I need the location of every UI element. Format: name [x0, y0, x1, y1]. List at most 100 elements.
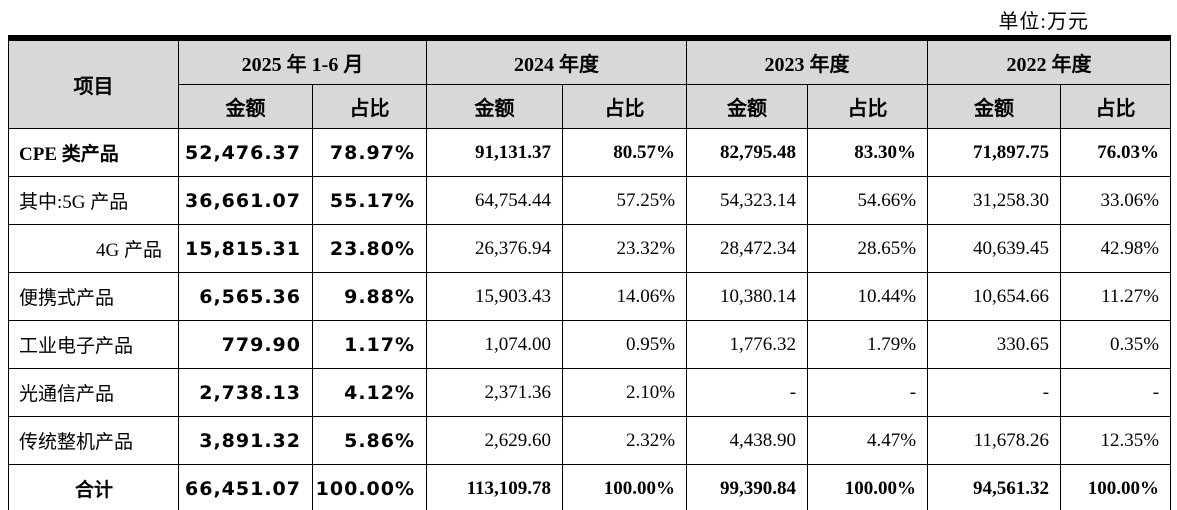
amount-cell: 1,074.00	[426, 320, 564, 369]
amount-cell: -	[927, 368, 1062, 417]
ratio-cell: 23.32%	[562, 224, 688, 273]
amount-cell: 40,639.45	[927, 224, 1062, 273]
amount-cell: 71,897.75	[927, 128, 1062, 177]
table-row: 4G 产品 15,815.31 23.80% 26,376.94 23.32% 28,47…	[8, 224, 1172, 273]
header-row-measures: 金额 占比 金额 占比 金额 占比 金额 占比	[9, 84, 1172, 129]
ratio-cell: 76.03%	[1060, 128, 1172, 177]
ratio-cell: 100.00%	[807, 464, 929, 510]
amount-cell: 15,903.43	[426, 272, 564, 321]
amount-cell: 36,661.07	[178, 176, 313, 225]
header-period-2024: 2024 年度	[426, 37, 688, 85]
amount-cell: 26,376.94	[426, 224, 564, 273]
ratio-cell: 11.27%	[1060, 272, 1172, 321]
amount-cell: 2,629.60	[426, 416, 564, 465]
ratio-cell: 2.32%	[562, 416, 688, 465]
ratio-cell: 10.44%	[807, 272, 929, 321]
header-amount-2024: 金额	[426, 84, 564, 129]
amount-cell: 3,891.32	[178, 416, 313, 465]
header-period-2022: 2022 年度	[927, 37, 1172, 85]
ratio-cell: 1.79%	[807, 320, 929, 369]
header-ratio-2023: 占比	[807, 84, 929, 129]
ratio-cell: -	[1060, 368, 1172, 417]
header-row-periods: 项目 2025 年 1-6 月 2024 年度 2023 年度 2022 年度	[8, 37, 1172, 129]
amount-cell: 28,472.34	[686, 224, 809, 273]
item-cell: 合计	[8, 464, 179, 510]
item-cell: CPE 类产品	[8, 128, 179, 177]
ratio-cell: 12.35%	[1060, 416, 1172, 465]
unit-label: 单位:万元	[998, 11, 1089, 33]
amount-cell: 2,371.36	[426, 368, 564, 417]
amount-cell: 330.65	[927, 320, 1062, 369]
amount-cell: 91,131.37	[426, 128, 564, 177]
header-ratio-2024: 占比	[562, 84, 688, 129]
header-item: 项目	[8, 37, 179, 129]
table-row: 光通信产品 2,738.13 4.12% 2,371.36 2.10% - - - -	[8, 368, 1172, 417]
header-amount-2025: 金额	[178, 84, 313, 129]
amount-cell: 1,776.32	[686, 320, 809, 369]
ratio-cell: 100.00%	[311, 464, 428, 510]
ratio-cell: 1.17%	[311, 320, 428, 369]
item-cell: 工业电子产品	[8, 320, 179, 369]
ratio-cell: 100.00%	[1060, 464, 1172, 510]
ratio-cell: 14.06%	[562, 272, 688, 321]
ratio-cell: 55.17%	[311, 176, 428, 225]
table-row: 传统整机产品 3,891.32 5.86% 2,629.60 2.32% 4,438.90…	[8, 416, 1172, 465]
amount-cell: 64,754.44	[426, 176, 564, 225]
amount-cell: 113,109.78	[426, 464, 564, 510]
amount-cell: 11,678.26	[927, 416, 1062, 465]
amount-cell: 4,438.90	[686, 416, 809, 465]
header-ratio-2022: 占比	[1060, 84, 1172, 129]
header-ratio-2025: 占比	[311, 84, 428, 129]
amount-cell: 10,654.66	[927, 272, 1062, 321]
ratio-cell: 80.57%	[562, 128, 688, 177]
amount-cell: 2,738.13	[178, 368, 313, 417]
ratio-cell: 9.88%	[311, 272, 428, 321]
ratio-cell: 28.65%	[807, 224, 929, 273]
ratio-cell: 42.98%	[1060, 224, 1172, 273]
amount-cell: 54,323.14	[686, 176, 809, 225]
amount-cell: 52,476.37	[178, 128, 313, 177]
amount-cell: 94,561.32	[927, 464, 1062, 510]
header-period-2025: 2025 年 1-6 月	[177, 37, 428, 85]
item-cell: 传统整机产品	[8, 416, 179, 465]
table-row: 工业电子产品 779.90 1.17% 1,074.00 0.95% 1,776.32 1.…	[8, 320, 1172, 369]
ratio-cell: 4.12%	[311, 368, 428, 417]
ratio-cell: 23.80%	[311, 224, 428, 273]
table-body: CPE 类产品 52,476.37 78.97% 91,131.37 80.57% 82,…	[8, 128, 1172, 510]
amount-cell: 15,815.31	[178, 224, 313, 273]
item-cell: 便携式产品	[8, 272, 179, 321]
amount-cell: 6,565.36	[178, 272, 313, 321]
item-cell: 光通信产品	[8, 368, 179, 417]
ratio-cell: 5.86%	[311, 416, 428, 465]
amount-cell: 10,380.14	[686, 272, 809, 321]
item-cell: 其中:5G 产品	[8, 176, 179, 225]
amount-cell: 99,390.84	[686, 464, 809, 510]
table-row: CPE 类产品 52,476.37 78.97% 91,131.37 80.57% 82,…	[8, 128, 1172, 177]
table-row: 其中:5G 产品 36,661.07 55.17% 64,754.44 57.25% 54…	[8, 176, 1172, 225]
ratio-cell: 0.95%	[562, 320, 688, 369]
ratio-cell: 100.00%	[562, 464, 688, 510]
amount-cell: 66,451.07	[178, 464, 313, 510]
ratio-cell: -	[807, 368, 929, 417]
ratio-cell: 57.25%	[562, 176, 688, 225]
ratio-cell: 33.06%	[1060, 176, 1172, 225]
ratio-cell: 2.10%	[562, 368, 688, 417]
revenue-by-product-table: 项目 2025 年 1-6 月 2024 年度 2023 年度 2022 年度 …	[8, 35, 1172, 510]
total-row: 合计 66,451.07 100.00% 113,109.78 100.00% 99,39…	[8, 464, 1172, 510]
header-amount-2023: 金额	[686, 84, 809, 129]
header-period-2023: 2023 年度	[686, 37, 929, 85]
item-cell: 4G 产品	[8, 224, 179, 273]
amount-cell: -	[686, 368, 809, 417]
ratio-cell: 4.47%	[807, 416, 929, 465]
ratio-cell: 83.30%	[807, 128, 929, 177]
table-header: 项目 2025 年 1-6 月 2024 年度 2023 年度 2022 年度 …	[8, 37, 1172, 129]
amount-cell: 31,258.30	[927, 176, 1062, 225]
header-amount-2022: 金额	[927, 84, 1062, 129]
ratio-cell: 0.35%	[1060, 320, 1172, 369]
amount-cell: 82,795.48	[686, 128, 809, 177]
amount-cell: 779.90	[178, 320, 313, 369]
ratio-cell: 78.97%	[311, 128, 428, 177]
table-row: 便携式产品 6,565.36 9.88% 15,903.43 14.06% 10,380.…	[8, 272, 1172, 321]
ratio-cell: 54.66%	[807, 176, 929, 225]
